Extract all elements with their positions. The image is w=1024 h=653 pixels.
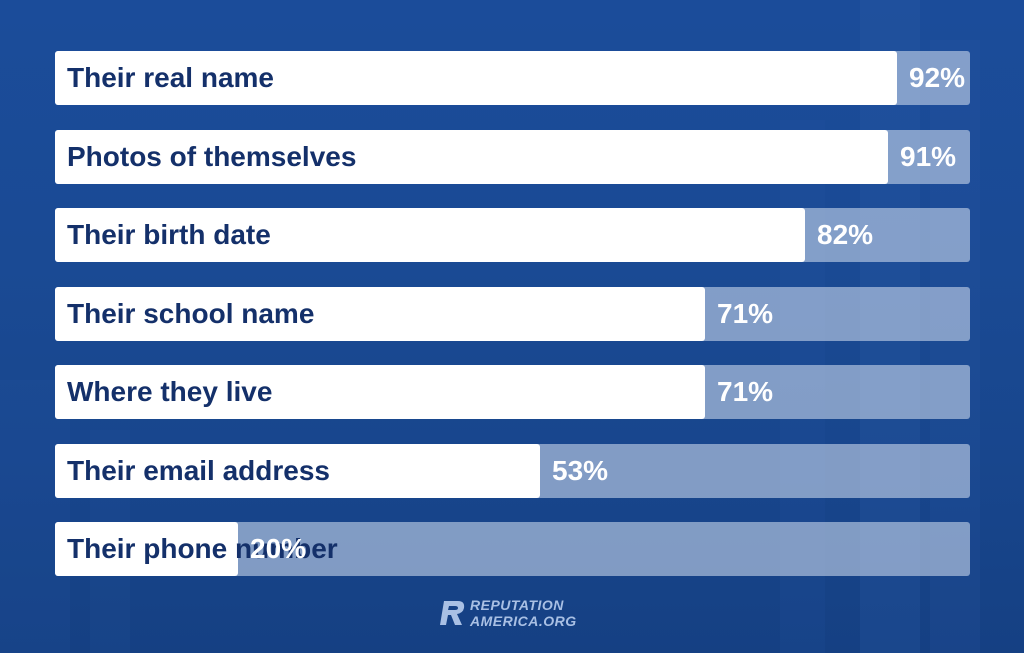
bar-value-label: 71% — [717, 376, 774, 407]
bar-value-label: 71% — [717, 298, 774, 329]
logo-line-1: REPUTATION — [470, 597, 564, 613]
bar-row: Their real name 92% — [55, 51, 970, 105]
bar-row: Their email address 53% — [55, 444, 970, 498]
bar — [55, 365, 705, 419]
bar-label: Their birth date — [67, 219, 271, 250]
logo-line-2: AMERICA.ORG — [470, 613, 577, 629]
bar-row: Where they live 71% — [55, 365, 970, 419]
bar-label: Their phone number — [67, 533, 338, 564]
bar-row: Their phone number 20% — [55, 522, 970, 576]
bar-label: Their school name — [67, 298, 315, 329]
bar-row: Their school name 71% — [55, 287, 970, 341]
bar-value-label: 92% — [909, 62, 966, 93]
horizontal-bar-chart: Their real name 92% Photos of themselves 91… — [55, 51, 970, 577]
bar-value-label: 53% — [552, 455, 609, 486]
bar — [55, 287, 705, 341]
reputation-america-logo: REPUTATION AMERICA.ORG — [438, 597, 588, 631]
bar-label: Their real name — [67, 62, 274, 93]
bar-value-label: 82% — [817, 219, 874, 250]
bar-value-label: 91% — [900, 141, 957, 172]
bar — [55, 51, 897, 105]
bar — [55, 522, 238, 576]
bar-row: Their birth date 82% — [55, 208, 970, 262]
bar-row: Photos of themselves 91% — [55, 130, 970, 184]
bar-label: Where they live — [67, 376, 273, 407]
bar-label: Photos of themselves — [67, 141, 357, 172]
r-logo-icon — [440, 601, 465, 625]
bar — [55, 130, 888, 184]
logo-text: REPUTATION AMERICA.ORG — [470, 597, 577, 629]
bar-value-label: 20% — [250, 533, 307, 564]
bar — [55, 208, 805, 262]
bar-label: Their email address — [67, 455, 331, 486]
bar — [55, 444, 540, 498]
